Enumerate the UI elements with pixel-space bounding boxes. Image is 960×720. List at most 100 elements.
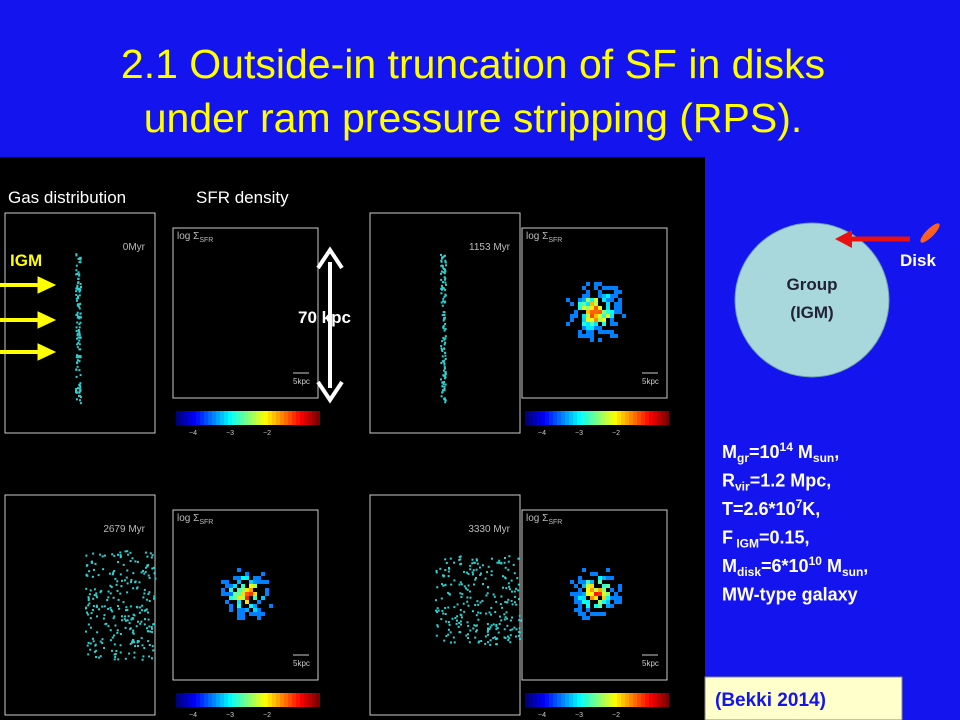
gas-particle: [447, 633, 450, 636]
gas-particle: [144, 570, 147, 573]
gas-particle: [99, 640, 102, 643]
gas-particle: [132, 587, 135, 590]
gas-particle: [96, 615, 98, 618]
sfr-panel: [521, 509, 668, 681]
sfr-pixel: [598, 306, 602, 310]
colorbar-cell: [617, 693, 621, 707]
sfr-pixel: [582, 314, 586, 318]
sfr-pixel: [598, 290, 602, 294]
gas-particle: [469, 564, 472, 567]
gas-particle: [129, 628, 132, 631]
colorbar-cell: [204, 411, 208, 425]
sfr-pixel: [578, 334, 582, 338]
gas-particle: [79, 288, 82, 291]
gas-particle: [79, 348, 82, 351]
gas-particle: [92, 640, 95, 643]
gas-particle: [96, 596, 99, 599]
sfr-pixel: [614, 334, 618, 338]
gas-particle: [459, 555, 462, 558]
gas-particle: [447, 628, 450, 631]
gas-particle: [148, 644, 151, 646]
gas-particle: [443, 295, 446, 298]
gas-particle: [147, 640, 150, 643]
gas-particle: [493, 636, 496, 639]
gas-particle: [75, 269, 78, 272]
colorbar-cell: [300, 411, 304, 425]
gas-particle: [85, 573, 88, 576]
sfr-pixel: [229, 584, 233, 588]
gas-particle: [440, 347, 443, 350]
sfr-pixel: [570, 580, 574, 584]
gas-particle: [150, 556, 153, 559]
gas-particle: [506, 601, 509, 604]
gas-particle: [133, 656, 136, 659]
gas-particle: [117, 605, 119, 607]
time-label: 3330 Myr: [468, 524, 510, 535]
gas-particle: [469, 568, 472, 571]
time-label: 1153 Myr: [469, 242, 511, 253]
gas-particle: [474, 636, 477, 639]
gas-particle: [465, 571, 468, 574]
gas-particle: [79, 399, 81, 402]
gas-particle: [440, 272, 442, 275]
gas-particle: [440, 618, 443, 621]
sfr-pixel: [574, 600, 578, 604]
gas-particle: [489, 626, 492, 629]
gas-particle: [444, 278, 446, 281]
sfr-pixel: [582, 306, 586, 310]
gas-particle: [453, 561, 456, 564]
gas-particle: [436, 625, 439, 628]
gas-particle: [448, 621, 450, 624]
gas-particle: [114, 653, 117, 655]
gas-particle: [148, 591, 151, 594]
colorbar-cell: [228, 411, 232, 425]
gas-particle: [444, 377, 446, 380]
gas-particle: [443, 387, 446, 390]
gas-particle: [487, 565, 490, 568]
colorbar-cell: [557, 411, 561, 425]
colorbar-cell: [665, 411, 669, 425]
sfr-pixel: [602, 588, 606, 592]
sfr-pixel: [610, 294, 614, 298]
gas-particle: [444, 375, 447, 377]
gas-particle: [128, 622, 131, 625]
gas-particle: [496, 561, 499, 564]
gas-particle: [75, 368, 78, 371]
gas-particle: [76, 288, 79, 291]
sfr-pixel: [622, 314, 626, 318]
gas-particle: [441, 583, 443, 586]
sfr-pixel: [590, 310, 594, 314]
gas-particle: [76, 304, 79, 307]
colorbar-tick: −2: [263, 430, 271, 437]
sfr-pixel: [586, 298, 590, 302]
sfr-pixel: [249, 584, 253, 588]
gas-particle: [444, 328, 447, 331]
gas-particle: [503, 618, 506, 621]
gas-particle: [132, 572, 135, 575]
gas-particle: [148, 655, 151, 658]
gas-particle: [442, 612, 445, 615]
gas-particle: [443, 366, 446, 369]
gas-particle: [144, 618, 146, 621]
gas-particle: [102, 617, 105, 620]
parameter-part: T=2.6*10: [722, 499, 796, 519]
gas-particle: [460, 614, 463, 617]
gas-particle: [107, 625, 110, 628]
sfr-label-sub: SFR: [548, 237, 562, 244]
colorbar-cell: [180, 693, 184, 707]
sfr-pixel: [253, 608, 257, 612]
sfr-pixel: [578, 608, 582, 612]
gas-particle: [92, 552, 95, 555]
gas-particle: [79, 374, 82, 377]
gas-particle: [444, 558, 447, 561]
gas-particle: [119, 644, 122, 647]
gas-particle: [465, 587, 467, 590]
sfr-pixel: [253, 612, 257, 616]
colorbar-cell: [240, 693, 244, 707]
gas-particle: [490, 557, 493, 560]
sfr-pixel: [606, 310, 610, 314]
gas-particle: [458, 583, 461, 586]
sfr-pixel: [594, 286, 598, 290]
sfr-pixel: [586, 330, 590, 334]
gas-particle: [103, 647, 106, 649]
